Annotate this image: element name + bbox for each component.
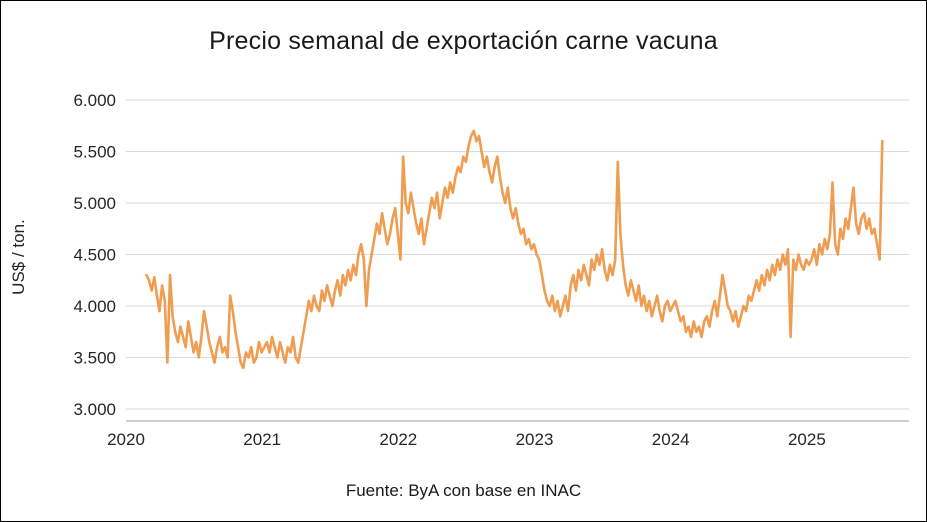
x-tick-label: 2024	[652, 430, 690, 449]
x-tick-label: 2021	[243, 430, 281, 449]
y-tick-label: 5.500	[73, 143, 116, 162]
y-tick-label: 4.500	[73, 246, 116, 265]
x-tick-label: 2022	[379, 430, 417, 449]
y-tick-label: 5.000	[73, 194, 116, 213]
y-tick-label: 3.000	[73, 400, 116, 419]
y-tick-label: 3.500	[73, 349, 116, 368]
x-tick-label: 2020	[107, 430, 145, 449]
price-series-line	[145, 129, 884, 370]
y-tick-label: 4.000	[73, 297, 116, 316]
chart-title: Precio semanal de exportación carne vacu…	[209, 27, 718, 55]
x-tick-label: 2025	[788, 430, 826, 449]
x-tick-label: 2023	[516, 430, 554, 449]
source-caption: Fuente: ByA con base en INAC	[345, 481, 582, 500]
y-tick-label: 6.000	[73, 91, 116, 110]
